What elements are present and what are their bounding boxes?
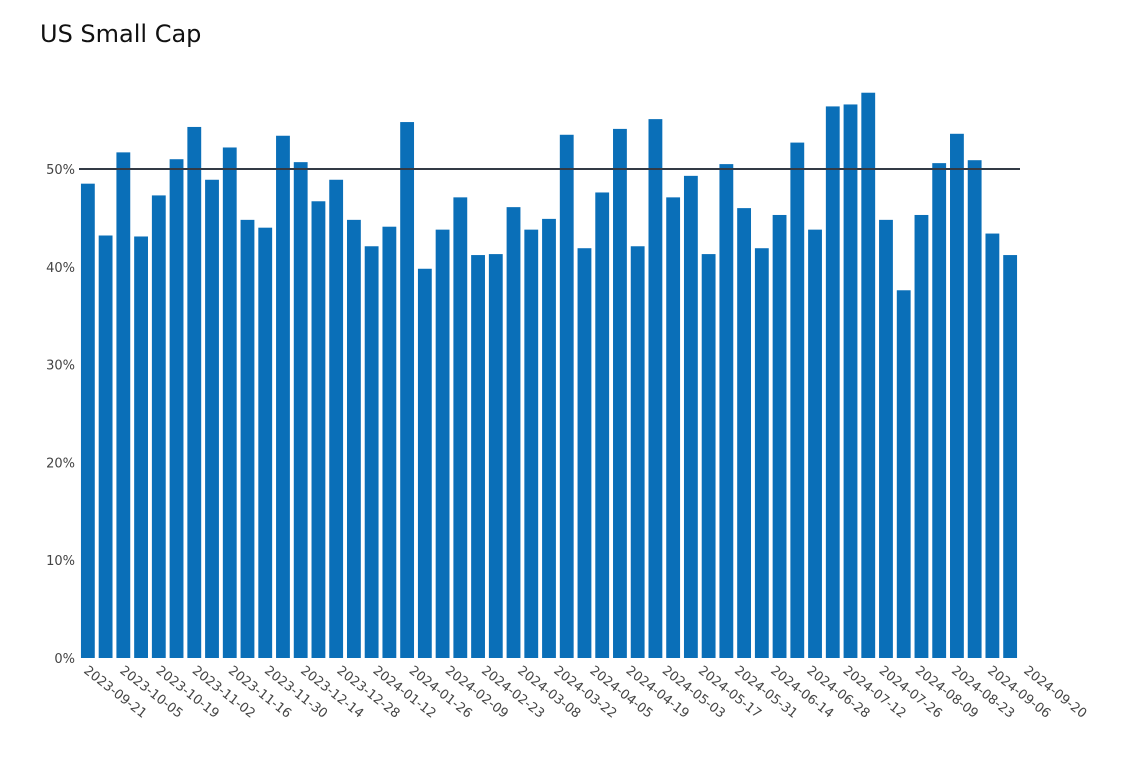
bar: [950, 133, 964, 659]
y-tick-label: 30%: [46, 359, 75, 374]
bar: [985, 233, 1000, 659]
bar: [116, 152, 131, 658]
bar: [683, 175, 698, 658]
bar: [666, 197, 681, 659]
bar: [205, 179, 219, 658]
y-tick-label: 20%: [46, 456, 75, 471]
bar: [151, 195, 166, 658]
bar: [222, 147, 237, 659]
bar: [772, 214, 787, 658]
y-tick-label: 50%: [46, 163, 75, 178]
bar: [843, 104, 858, 658]
bar: [790, 142, 805, 659]
chart-title: US Small Cap: [40, 20, 202, 48]
bar: [879, 219, 893, 659]
bar: [258, 227, 273, 658]
y-tick-label: 10%: [46, 554, 75, 569]
bar: [825, 106, 840, 658]
bar: [808, 229, 822, 658]
bar: [737, 208, 752, 658]
bar: [896, 290, 911, 658]
bar: [754, 248, 769, 658]
bar: [542, 218, 556, 658]
bar: [98, 235, 113, 658]
bar: [417, 268, 432, 658]
bar: [435, 229, 450, 658]
bar: [967, 160, 982, 658]
bar: [701, 254, 716, 658]
bar: [914, 214, 929, 658]
bar: [240, 219, 255, 659]
bar: [524, 229, 539, 658]
bar: [613, 128, 627, 658]
bar: [471, 255, 485, 658]
bar: [577, 248, 592, 658]
bar: [719, 164, 734, 659]
bar: [595, 192, 610, 658]
bar: [630, 246, 645, 658]
bar: [488, 254, 503, 658]
y-tick-label: 0%: [54, 652, 75, 667]
bar: [276, 135, 290, 658]
bar: [293, 162, 308, 658]
bar: [1003, 255, 1018, 658]
bar: [134, 236, 148, 659]
bar: [187, 126, 202, 658]
bar: [400, 122, 415, 658]
y-tick-label: 40%: [46, 261, 75, 276]
bar: [932, 163, 947, 658]
bar: [453, 197, 468, 659]
y-axis: 0% 10% 20% 30% 40% 50%: [46, 163, 75, 667]
bar: [329, 179, 344, 658]
bar: [382, 226, 397, 658]
bar: [311, 201, 326, 658]
bar: [861, 92, 876, 659]
bar: [559, 134, 574, 658]
bar: [169, 159, 184, 658]
bar: [80, 183, 95, 659]
bar: [346, 219, 361, 659]
bar: [506, 207, 521, 658]
bar: [364, 246, 379, 658]
x-axis: 2023-09-212023-10-052023-10-192023-11-02…: [81, 663, 1090, 721]
bars-group: [80, 92, 1018, 659]
bar: [648, 119, 663, 659]
